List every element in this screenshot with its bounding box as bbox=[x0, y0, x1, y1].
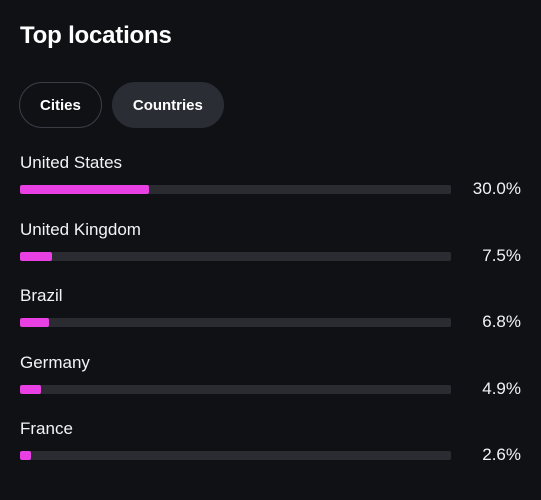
locations-list: United States 30.0% United Kingdom 7.5% … bbox=[20, 150, 521, 483]
percent-bar-fill bbox=[20, 451, 32, 460]
percent-bar-fill bbox=[20, 318, 50, 327]
location-row: Brazil 6.8% bbox=[20, 283, 521, 350]
percent-bar-track bbox=[20, 251, 451, 261]
location-name: United Kingdom bbox=[20, 219, 141, 239]
location-type-tabs: Cities Countries bbox=[19, 82, 224, 128]
location-row: United Kingdom 7.5% bbox=[20, 217, 521, 284]
percent-value: 4.9% bbox=[482, 378, 521, 398]
percent-value: 2.6% bbox=[482, 445, 521, 464]
percent-value: 6.8% bbox=[482, 312, 521, 331]
location-row: France 2.6% bbox=[20, 416, 521, 483]
location-name: United States bbox=[20, 153, 123, 172]
location-name: France bbox=[20, 419, 73, 438]
location-name: Germany bbox=[20, 352, 90, 372]
percent-value: 30.0% bbox=[472, 179, 521, 198]
percent-bar-fill bbox=[20, 384, 42, 394]
percent-bar-fill bbox=[20, 185, 150, 194]
location-row: Germany 4.9% bbox=[20, 350, 521, 417]
percent-bar-fill bbox=[20, 251, 53, 261]
tab-countries[interactable]: Countries bbox=[111, 82, 224, 128]
location-name: Brazil bbox=[20, 286, 63, 305]
percent-value: 7.5% bbox=[482, 245, 521, 265]
percent-bar-track bbox=[20, 451, 451, 460]
percent-bar-track bbox=[20, 185, 451, 194]
section-title: Top locations bbox=[20, 22, 172, 49]
percent-bar-track bbox=[20, 318, 451, 327]
location-row: United States 30.0% bbox=[20, 150, 521, 217]
percent-bar-track bbox=[20, 384, 451, 394]
tab-cities[interactable]: Cities bbox=[19, 82, 102, 128]
